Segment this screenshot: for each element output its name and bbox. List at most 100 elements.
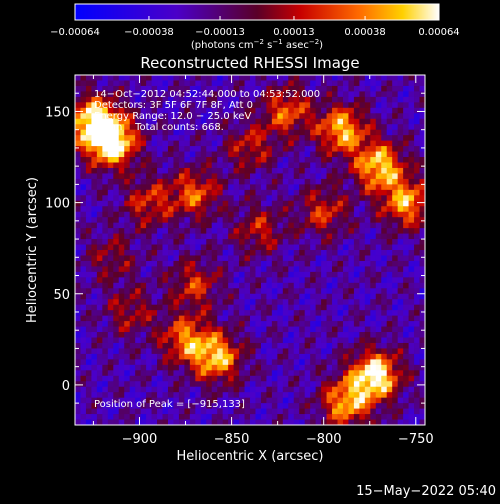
heatmap-cell bbox=[146, 146, 152, 152]
heatmap-cell bbox=[167, 353, 174, 360]
heatmap-cell bbox=[364, 348, 371, 355]
heatmap-cell bbox=[375, 326, 382, 333]
heatmap-cell bbox=[102, 167, 109, 174]
heatmap-cell bbox=[397, 157, 404, 163]
heatmap-cell bbox=[299, 348, 306, 355]
heatmap-cell bbox=[277, 282, 284, 289]
heatmap-cell bbox=[233, 397, 240, 404]
heatmap-cell bbox=[129, 381, 136, 388]
heatmap-cell bbox=[162, 364, 169, 371]
heatmap-cell bbox=[271, 189, 278, 196]
heatmap-cell bbox=[419, 80, 425, 87]
heatmap-cell bbox=[162, 162, 169, 169]
heatmap-cell bbox=[167, 315, 174, 322]
heatmap-cell bbox=[403, 353, 409, 360]
heatmap-cell bbox=[91, 91, 98, 98]
heatmap-cell bbox=[266, 129, 273, 136]
heatmap-cell bbox=[321, 96, 327, 103]
heatmap-cell bbox=[80, 162, 87, 169]
heatmap-cell bbox=[124, 135, 131, 142]
heatmap-cell bbox=[260, 403, 267, 409]
heatmap-cell bbox=[255, 228, 262, 234]
heatmap-cell bbox=[414, 195, 420, 202]
heatmap-cell bbox=[353, 151, 360, 158]
heatmap-cell bbox=[315, 96, 322, 103]
heatmap-cell bbox=[403, 348, 409, 355]
heatmap-cell bbox=[107, 419, 114, 425]
heatmap-cell bbox=[206, 102, 213, 109]
heatmap-cell bbox=[96, 381, 103, 388]
heatmap-cell bbox=[266, 250, 273, 256]
heatmap-cell bbox=[91, 326, 98, 333]
heatmap-cell bbox=[239, 178, 245, 185]
heatmap-cell bbox=[282, 277, 289, 284]
heatmap-cell bbox=[397, 392, 404, 399]
heatmap-cell bbox=[381, 195, 388, 202]
heatmap-cell bbox=[310, 408, 317, 415]
heatmap-cell bbox=[217, 217, 224, 224]
heatmap-cell bbox=[250, 359, 256, 366]
heatmap-cell bbox=[359, 244, 366, 251]
heatmap-cell bbox=[255, 386, 262, 393]
heatmap-cell bbox=[146, 239, 152, 245]
heatmap-cell bbox=[157, 140, 163, 147]
heatmap-cell bbox=[135, 140, 142, 147]
heatmap-cell bbox=[124, 353, 131, 360]
heatmap-cell bbox=[370, 408, 377, 415]
heatmap-cell bbox=[189, 271, 196, 278]
heatmap-cell bbox=[211, 228, 218, 234]
heatmap-cell bbox=[310, 293, 317, 300]
heatmap-cell bbox=[408, 233, 415, 240]
heatmap-cell bbox=[310, 96, 317, 103]
heatmap-cell bbox=[260, 271, 267, 278]
heatmap-cell bbox=[91, 146, 98, 152]
heatmap-cell bbox=[124, 118, 131, 125]
heatmap-cell bbox=[222, 310, 229, 317]
heatmap-cell bbox=[85, 96, 92, 103]
heatmap-cell bbox=[157, 353, 163, 360]
heatmap-cell bbox=[299, 299, 306, 306]
heatmap-cell bbox=[129, 228, 136, 234]
heatmap-cell bbox=[359, 96, 366, 103]
heatmap-cell bbox=[414, 178, 420, 185]
heatmap-cell bbox=[260, 129, 267, 136]
heatmap-cell bbox=[178, 332, 185, 338]
heatmap-cell bbox=[140, 107, 147, 114]
heatmap-cell bbox=[217, 157, 224, 163]
heatmap-cell bbox=[140, 392, 147, 399]
heatmap-cell bbox=[315, 304, 322, 311]
heatmap-cell bbox=[80, 189, 87, 196]
heatmap-cell bbox=[146, 233, 152, 240]
heatmap-cell bbox=[222, 353, 229, 360]
heatmap-cell bbox=[173, 228, 180, 234]
heatmap-cell bbox=[282, 189, 289, 196]
heatmap-cell bbox=[299, 228, 306, 234]
heatmap-cell bbox=[381, 102, 388, 109]
heatmap-cell bbox=[310, 107, 317, 114]
heatmap-cell bbox=[113, 135, 120, 142]
heatmap-cell bbox=[244, 375, 251, 382]
heatmap-cell bbox=[370, 239, 377, 245]
heatmap-cell bbox=[217, 146, 224, 152]
heatmap-cell bbox=[288, 140, 295, 147]
heatmap-cell bbox=[375, 102, 382, 109]
heatmap-cell bbox=[277, 96, 284, 103]
heatmap-cell bbox=[162, 353, 169, 360]
heatmap-cell bbox=[282, 85, 289, 92]
heatmap-cell bbox=[255, 359, 262, 366]
heatmap-cell bbox=[304, 304, 311, 311]
heatmap-cell bbox=[118, 157, 125, 163]
heatmap-cell bbox=[288, 260, 295, 267]
heatmap-cell bbox=[217, 332, 224, 338]
heatmap-cell bbox=[321, 129, 327, 136]
heatmap-cell bbox=[200, 189, 207, 196]
heatmap-cell bbox=[348, 266, 355, 273]
heatmap-cell bbox=[419, 189, 425, 196]
heatmap-cell bbox=[217, 184, 224, 191]
heatmap-cell bbox=[359, 375, 366, 382]
heatmap-cell bbox=[304, 162, 311, 169]
heatmap-cell bbox=[135, 107, 142, 114]
heatmap-cell bbox=[392, 80, 399, 87]
heatmap-cell bbox=[353, 321, 360, 327]
heatmap-cell bbox=[375, 211, 382, 218]
